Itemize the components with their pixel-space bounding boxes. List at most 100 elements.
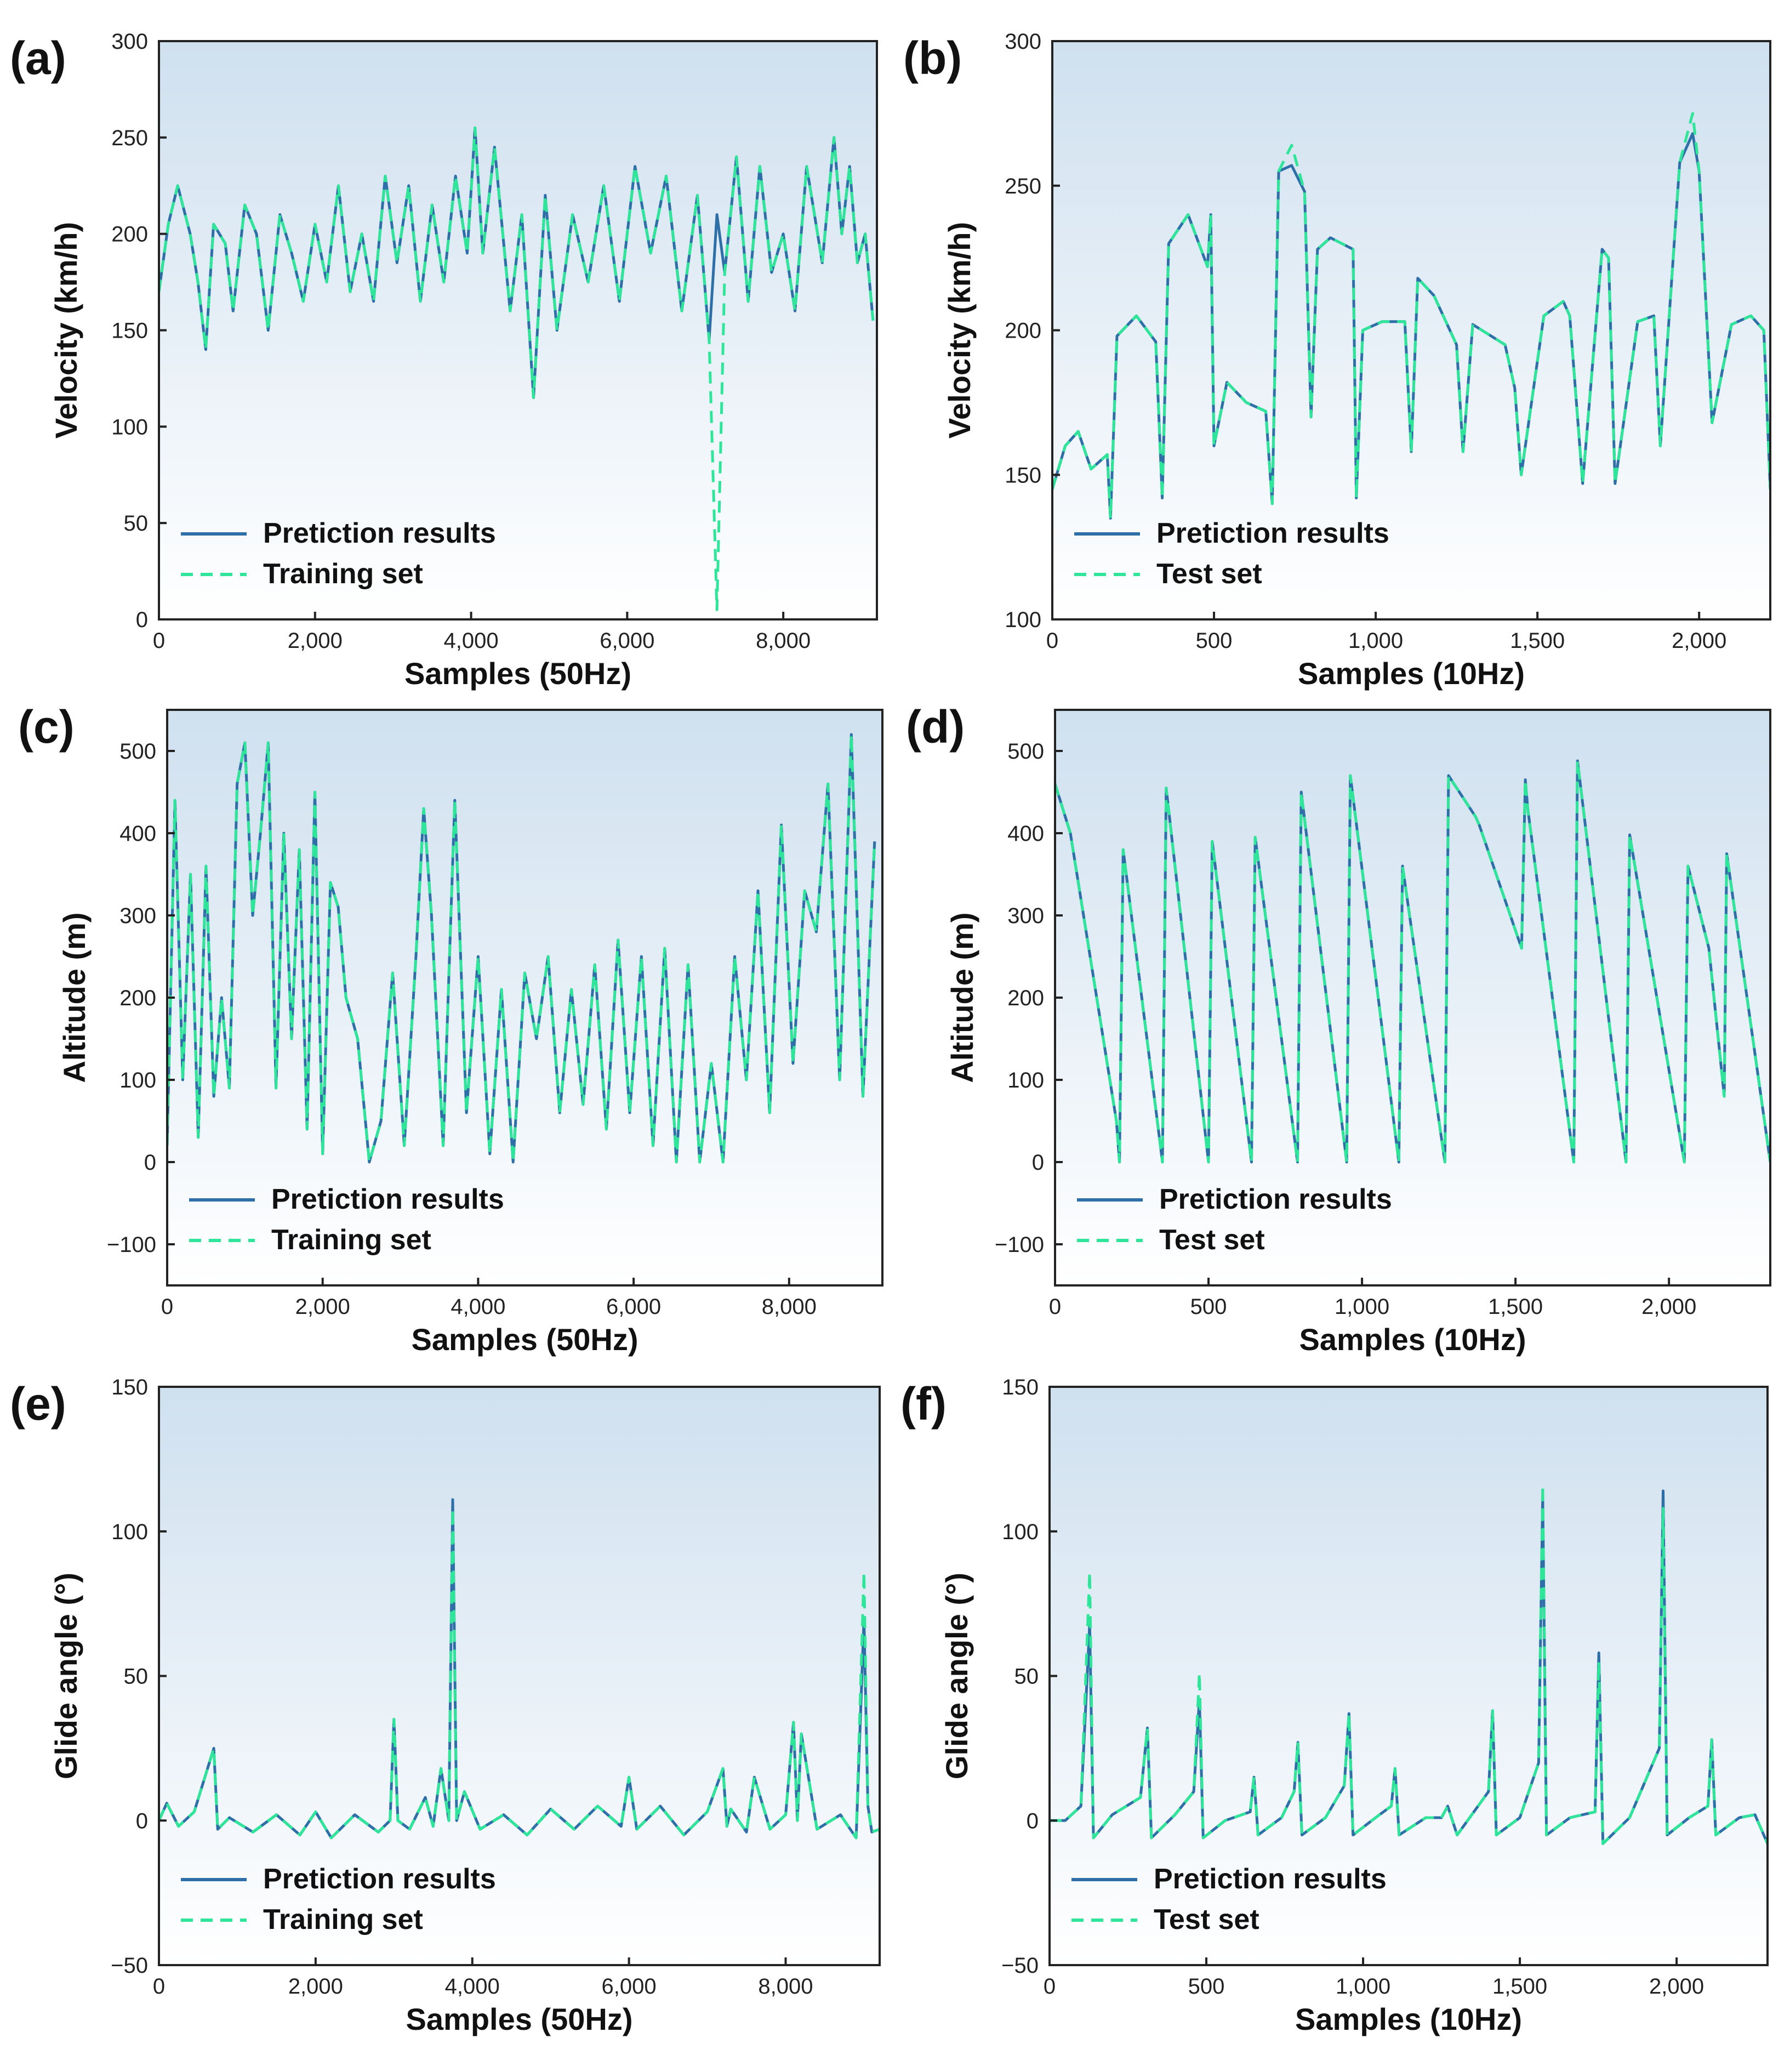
panel-label: (e) [10, 1378, 66, 1430]
legend-label-dataset: Training set [263, 1904, 423, 1936]
x-axis-label: Samples (50Hz) [406, 2002, 633, 2036]
x-tick-label: 6,000 [600, 629, 654, 653]
legend-label-prediction: Pretiction results [1159, 1183, 1392, 1215]
y-tick-label: 0 [136, 608, 148, 632]
y-tick-label: 500 [1007, 739, 1044, 764]
y-tick-label: −100 [995, 1233, 1044, 1257]
y-tick-label: 300 [1007, 904, 1044, 928]
chart-panel-3: 0 500 1,000 1,500 2,000 −100 0 100 200 300 400 500 S… [906, 701, 1771, 1357]
y-tick-label: 200 [111, 223, 148, 247]
panel-label: (c) [18, 701, 75, 753]
panel-label: (b) [903, 32, 962, 84]
y-tick-label: 200 [1007, 986, 1044, 1010]
y-tick-label: 50 [124, 1665, 149, 1689]
y-tick-label: 50 [1014, 1665, 1039, 1689]
x-tick-label: 0 [161, 1295, 173, 1319]
y-tick-label: 300 [111, 30, 148, 54]
panel-label: (d) [906, 701, 965, 753]
x-tick-label: 0 [1049, 1295, 1061, 1319]
legend-label-dataset: Test set [1154, 1904, 1259, 1936]
chart-panel-1: 0 500 1,000 1,500 2,000 100 150 200 250 300 Sample… [903, 30, 1771, 691]
y-axis-label: Altitude (m) [945, 912, 979, 1083]
x-tick-label: 1,500 [1510, 629, 1565, 653]
x-axis-label: Samples (10Hz) [1299, 1322, 1526, 1357]
x-tick-label: 2,000 [1672, 629, 1726, 653]
x-tick-label: 2,000 [288, 1974, 343, 1999]
y-tick-label: 500 [119, 739, 156, 764]
legend-label-prediction: Pretiction results [263, 1863, 496, 1895]
series-group [1052, 112, 1770, 520]
series-line-dataset [159, 1507, 880, 1840]
chart-panel-2: 0 2,000 4,000 6,000 8,000 −100 0 100 200 300 400 50… [18, 701, 883, 1357]
legend-label-prediction: Pretiction results [1156, 517, 1389, 549]
x-axis-label: Samples (10Hz) [1295, 2002, 1522, 2036]
x-tick-label: 1,000 [1336, 1974, 1390, 1999]
y-tick-label: 0 [136, 1809, 148, 1833]
y-tick-label: 250 [1005, 174, 1041, 198]
series-line-dataset [1050, 1483, 1768, 1845]
plot-background [1052, 41, 1770, 619]
x-tick-label: 4,000 [444, 629, 499, 653]
y-tick-label: 250 [111, 126, 148, 150]
y-tick-label: 100 [111, 1520, 148, 1544]
series-group [167, 733, 876, 1164]
series-group [1050, 1483, 1768, 1845]
x-tick-label: 500 [1190, 1295, 1227, 1319]
x-tick-label: 2,000 [295, 1295, 350, 1319]
x-tick-label: 6,000 [606, 1295, 661, 1319]
y-tick-label: 50 [124, 511, 149, 536]
y-tick-label: 200 [1005, 319, 1041, 343]
y-tick-label: −50 [111, 1954, 148, 1978]
y-axis-label: Glide angle (°) [49, 1573, 83, 1779]
x-tick-label: 2,000 [1649, 1974, 1704, 1999]
panel-label: (f) [900, 1378, 947, 1430]
y-tick-label: 0 [144, 1151, 156, 1175]
x-tick-label: 1,000 [1335, 1295, 1389, 1319]
y-tick-label: 150 [1005, 463, 1041, 487]
legend-label-dataset: Test set [1156, 558, 1262, 590]
series-group [1055, 759, 1770, 1164]
plot-background [159, 41, 877, 619]
legend-label-prediction: Pretiction results [263, 517, 496, 549]
y-tick-label: 0 [1027, 1809, 1039, 1833]
series-group [159, 126, 875, 611]
x-tick-label: 500 [1188, 1974, 1225, 1999]
x-tick-label: 0 [153, 1974, 165, 1999]
y-axis-label: Glide angle (°) [939, 1573, 974, 1779]
x-tick-label: 1,500 [1492, 1974, 1547, 1999]
series-line-dataset [1052, 112, 1770, 520]
chart-panel-0: 0 2,000 4,000 6,000 8,000 0 50 100 150 200 250 300 S… [10, 30, 878, 691]
y-tick-label: 0 [1032, 1151, 1044, 1175]
x-tick-label: 0 [153, 629, 165, 653]
legend-label-dataset: Training set [271, 1224, 431, 1256]
y-tick-label: 150 [1002, 1375, 1039, 1399]
y-axis-label: Velocity (km/h) [942, 222, 977, 439]
y-tick-label: 300 [1005, 30, 1041, 54]
series-group [159, 1498, 880, 1840]
x-tick-label: 1,000 [1348, 629, 1403, 653]
y-tick-label: −50 [1001, 1954, 1039, 1978]
x-tick-label: 2,000 [288, 629, 343, 653]
legend-label-prediction: Pretiction results [271, 1183, 504, 1215]
x-axis-label: Samples (50Hz) [412, 1322, 639, 1357]
plot-background [159, 1387, 880, 1965]
x-tick-label: 500 [1196, 629, 1233, 653]
y-tick-label: 400 [1007, 822, 1044, 846]
y-axis-label: Velocity (km/h) [49, 222, 83, 439]
series-line-dataset [1055, 759, 1770, 1164]
legend-label-dataset: Test set [1159, 1224, 1265, 1256]
y-tick-label: 200 [119, 986, 156, 1010]
x-axis-label: Samples (50Hz) [404, 656, 631, 691]
y-tick-label: 150 [111, 1375, 148, 1399]
y-axis-label: Altitude (m) [57, 912, 92, 1083]
x-tick-label: 2,000 [1641, 1295, 1696, 1319]
series-line-dataset [167, 733, 876, 1164]
x-tick-label: 4,000 [451, 1295, 505, 1319]
y-tick-label: 400 [119, 822, 156, 846]
x-tick-label: 0 [1046, 629, 1058, 653]
y-tick-label: 100 [119, 1068, 156, 1092]
y-tick-label: 100 [111, 415, 148, 439]
y-tick-label: 100 [1007, 1068, 1044, 1092]
x-tick-label: 1,500 [1488, 1295, 1543, 1319]
